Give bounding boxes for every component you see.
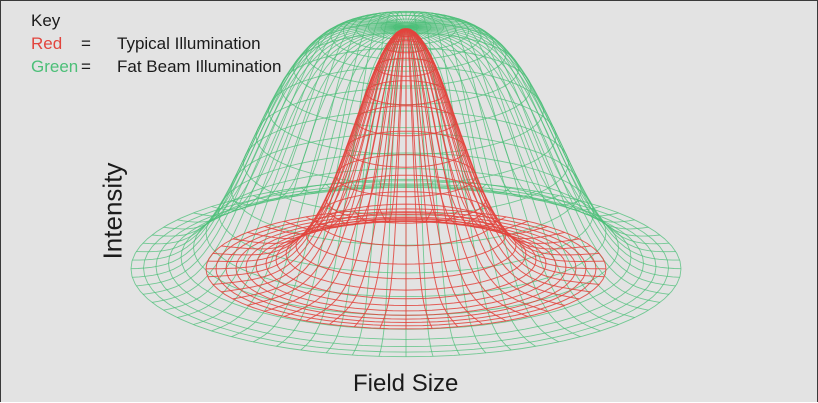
green-mesh-spoke	[405, 26, 649, 311]
green-mesh-spoke	[405, 26, 434, 357]
key-red-equals: =	[81, 34, 91, 53]
red-mesh-spoke	[405, 28, 580, 300]
red-mesh-spoke	[264, 28, 407, 312]
green-mesh-spoke	[405, 26, 619, 325]
key-green-name: Green	[31, 57, 79, 76]
red-mesh-spoke	[405, 28, 459, 224]
red-mesh-spoke	[405, 28, 507, 322]
red-mesh-spoke	[353, 28, 407, 328]
green-mesh-spoke	[211, 16, 407, 211]
green-mesh-spoke	[252, 26, 407, 343]
key-green-description: Fat Beam Illumination	[117, 57, 282, 76]
red-mesh-spoke	[284, 28, 406, 231]
red-mesh-spoke	[406, 28, 528, 231]
green-mesh-spoke	[151, 22, 407, 237]
red-mesh-spoke	[405, 28, 565, 240]
green-mesh-spoke	[193, 26, 407, 325]
red-mesh-spoke	[405, 28, 483, 325]
red-mesh-spoke	[405, 28, 507, 228]
green-mesh-spoke	[405, 26, 635, 319]
key-legend: Key Red = Typical Illumination Green = Fat B…	[31, 12, 281, 81]
red-mesh-spoke	[247, 28, 407, 240]
green-mesh-spoke	[163, 26, 407, 311]
red-mesh-spoke	[405, 28, 580, 244]
y-axis-label: Intensity	[97, 162, 128, 260]
green-mesh-spoke	[405, 14, 559, 201]
green-mesh-spoke	[300, 12, 407, 194]
key-row-green: Green = Fat Beam Illumination	[31, 58, 281, 81]
green-mesh-spoke	[405, 12, 512, 194]
green-mesh-spoke	[142, 23, 407, 245]
red-mesh-spoke	[405, 28, 591, 250]
green-mesh-spoke	[136, 24, 407, 253]
green-mesh-spoke	[405, 23, 670, 245]
red-mesh-spoke	[212, 28, 407, 285]
green-mesh-spoke	[405, 26, 560, 343]
red-mesh-spoke	[232, 28, 407, 300]
green-mesh-spoke	[405, 26, 536, 347]
green-mesh-spoke	[163, 20, 407, 230]
red-mesh-spoke	[405, 28, 433, 329]
green-mesh-spoke	[405, 16, 601, 211]
green-mesh-spoke	[177, 26, 407, 319]
green-mesh-spoke	[142, 26, 407, 295]
red-mesh-spoke	[405, 28, 483, 226]
green-mesh-spoke	[405, 17, 619, 217]
green-mesh-spoke	[406, 26, 682, 270]
red-mesh-spoke	[212, 28, 407, 256]
red-mesh-spoke	[405, 28, 605, 262]
red-mesh-spoke	[247, 28, 407, 306]
red-mesh-spoke	[379, 28, 407, 329]
red-mesh-spoke	[405, 28, 548, 235]
red-mesh-spoke	[329, 28, 407, 226]
red-mesh-spoke	[264, 28, 407, 235]
red-mesh-spoke	[405, 28, 600, 285]
typical-illumination-surface	[205, 28, 607, 330]
red-mesh-spoke	[305, 28, 407, 228]
red-mesh-spoke	[379, 28, 407, 223]
green-mesh-spoke	[276, 13, 407, 197]
x-axis-label: Field Size	[353, 370, 459, 397]
green-mesh-spoke	[231, 26, 407, 338]
green-mesh-spoke	[405, 26, 581, 338]
red-mesh-spoke	[405, 28, 433, 223]
red-mesh-spoke	[405, 28, 548, 312]
green-mesh-spoke	[177, 19, 407, 223]
red-mesh-spoke	[353, 28, 407, 224]
red-mesh-spoke	[221, 28, 407, 293]
green-mesh-spoke	[405, 25, 680, 261]
green-mesh-spoke	[405, 22, 661, 237]
key-red-description: Typical Illumination	[117, 34, 261, 53]
red-mesh-spoke	[232, 28, 407, 244]
green-mesh-spoke	[405, 13, 536, 197]
green-mesh-spoke	[193, 17, 407, 217]
red-mesh-spoke	[405, 28, 565, 306]
red-mesh-spoke	[329, 28, 407, 325]
key-red-name: Red	[31, 34, 63, 53]
red-mesh-spoke	[221, 28, 407, 250]
green-mesh-spoke	[405, 24, 676, 253]
red-mesh-spoke	[305, 28, 407, 322]
green-mesh-spoke	[405, 15, 581, 206]
key-row-red: Red = Typical Illumination	[31, 35, 281, 58]
key-green-equals: =	[81, 57, 91, 76]
green-mesh-spoke	[378, 26, 407, 357]
fat-beam-surface	[130, 10, 682, 358]
green-mesh-spoke	[276, 26, 407, 347]
red-mesh-spoke	[405, 28, 459, 328]
red-mesh-spoke	[405, 28, 591, 293]
key-title: Key	[31, 11, 61, 30]
green-mesh-spoke	[231, 15, 407, 206]
green-mesh-spoke	[405, 20, 649, 230]
green-mesh-spoke	[405, 19, 635, 223]
green-mesh-spoke	[405, 26, 670, 295]
